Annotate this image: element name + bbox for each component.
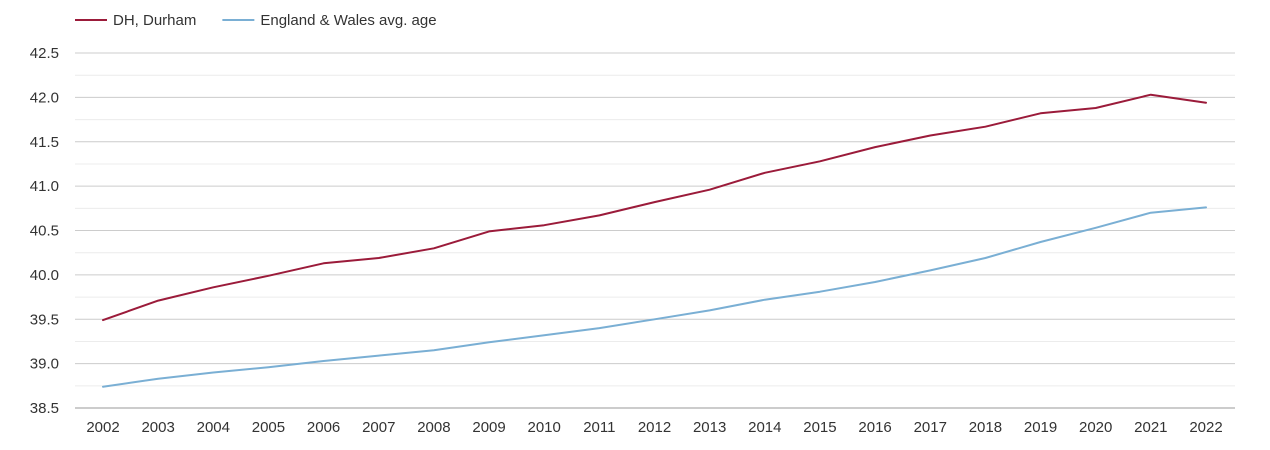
y-tick-label: 40.5: [30, 223, 59, 240]
x-tick-label: 2022: [1189, 419, 1222, 436]
legend-label-1: DH, Durham: [113, 12, 196, 29]
x-tick-label: 2008: [417, 419, 450, 436]
y-tick-label: 42.0: [30, 89, 59, 106]
x-tick-label: 2004: [197, 419, 230, 436]
y-tick-label: 41.5: [30, 134, 59, 151]
y-tick-label: 42.5: [30, 45, 59, 62]
legend-label-2: England & Wales avg. age: [260, 12, 436, 29]
y-axis: 38.5 39.0 39.5 40.0 40.5 41.0 41.5 42.0 42.5: [30, 45, 59, 417]
x-tick-label: 2002: [86, 419, 119, 436]
y-tick-label: 39.0: [30, 356, 59, 373]
series-line-1: [102, 93, 1207, 322]
x-tick-label: 2012: [638, 419, 671, 436]
x-tick-label: 2009: [472, 419, 505, 436]
x-tick-label: 2010: [528, 419, 561, 436]
y-tick-label: 39.5: [30, 311, 59, 328]
x-tick-label: 2005: [252, 419, 285, 436]
legend: DH, Durham England & Wales avg. age: [75, 12, 437, 29]
x-tick-label: 2017: [914, 419, 947, 436]
x-axis: 2002 2003 2004 2005 2006 2007 2008 2009 2010 2011…: [75, 407, 1235, 436]
x-tick-label: 2003: [141, 419, 174, 436]
x-tick-label: 2021: [1134, 419, 1167, 436]
x-tick-label: 2011: [583, 419, 615, 436]
y-tick-label: 40.0: [30, 267, 59, 284]
x-tick-label: 2020: [1079, 419, 1112, 436]
x-tick-label: 2018: [969, 419, 1002, 436]
x-tick-label: 2019: [1024, 419, 1057, 436]
y-tick-label: 38.5: [30, 400, 59, 417]
x-tick-label: 2014: [748, 419, 781, 436]
plot-area: [102, 93, 1207, 388]
x-tick-label: 2006: [307, 419, 340, 436]
gridlines: [75, 52, 1235, 409]
x-tick-label: 2015: [803, 419, 836, 436]
y-tick-label: 41.0: [30, 178, 59, 195]
x-tick-label: 2013: [693, 419, 726, 436]
series-line-2: [102, 206, 1207, 388]
x-tick-label: 2016: [858, 419, 891, 436]
x-tick-label: 2007: [362, 419, 395, 436]
